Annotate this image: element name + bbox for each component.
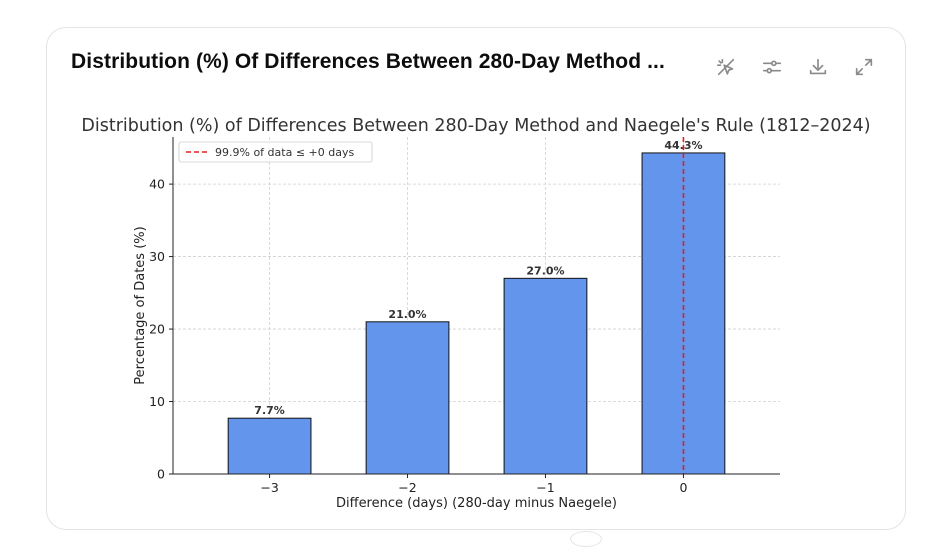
bar-data-label: 21.0% [388, 308, 426, 321]
scroll-indicator [570, 531, 602, 547]
x-tick-label: −2 [398, 480, 416, 495]
chart-card: Distribution (%) Of Differences Between … [46, 27, 906, 530]
download-icon [809, 58, 827, 75]
expand-icon [855, 58, 873, 76]
bar-data-label: 27.0% [526, 264, 564, 277]
x-tick-label: 0 [679, 480, 687, 495]
card-toolbar [709, 50, 881, 84]
y-tick-label: 20 [149, 322, 165, 337]
bar-data-label: 7.7% [254, 404, 285, 417]
y-tick-label: 0 [157, 467, 165, 482]
chart-settings-button[interactable] [755, 50, 789, 84]
x-tick-label: −3 [260, 480, 278, 495]
y-tick-label: 40 [149, 177, 165, 192]
y-axis-label: Percentage of Dates (%) [133, 226, 148, 384]
y-tick-label: 30 [149, 249, 165, 264]
card-title: Distribution (%) Of Differences Between … [71, 50, 665, 73]
x-axis-label: Difference (days) (280-day minus Naegele… [336, 496, 617, 511]
x-tick-label: −1 [536, 480, 554, 495]
legend-box [178, 141, 373, 163]
interactivity-toggle-button[interactable] [709, 50, 743, 84]
chart-title: Distribution (%) of Differences Between … [81, 116, 870, 136]
legend-label: 99.9% of data ≤ +0 days [215, 146, 354, 159]
settings-sliders-icon [762, 60, 782, 74]
expand-button[interactable] [847, 50, 881, 84]
bar [227, 417, 312, 475]
interactivity-off-icon [716, 58, 735, 76]
bar [503, 277, 588, 475]
download-button[interactable] [801, 50, 835, 84]
bar [365, 321, 450, 475]
y-tick-label: 10 [149, 394, 165, 409]
